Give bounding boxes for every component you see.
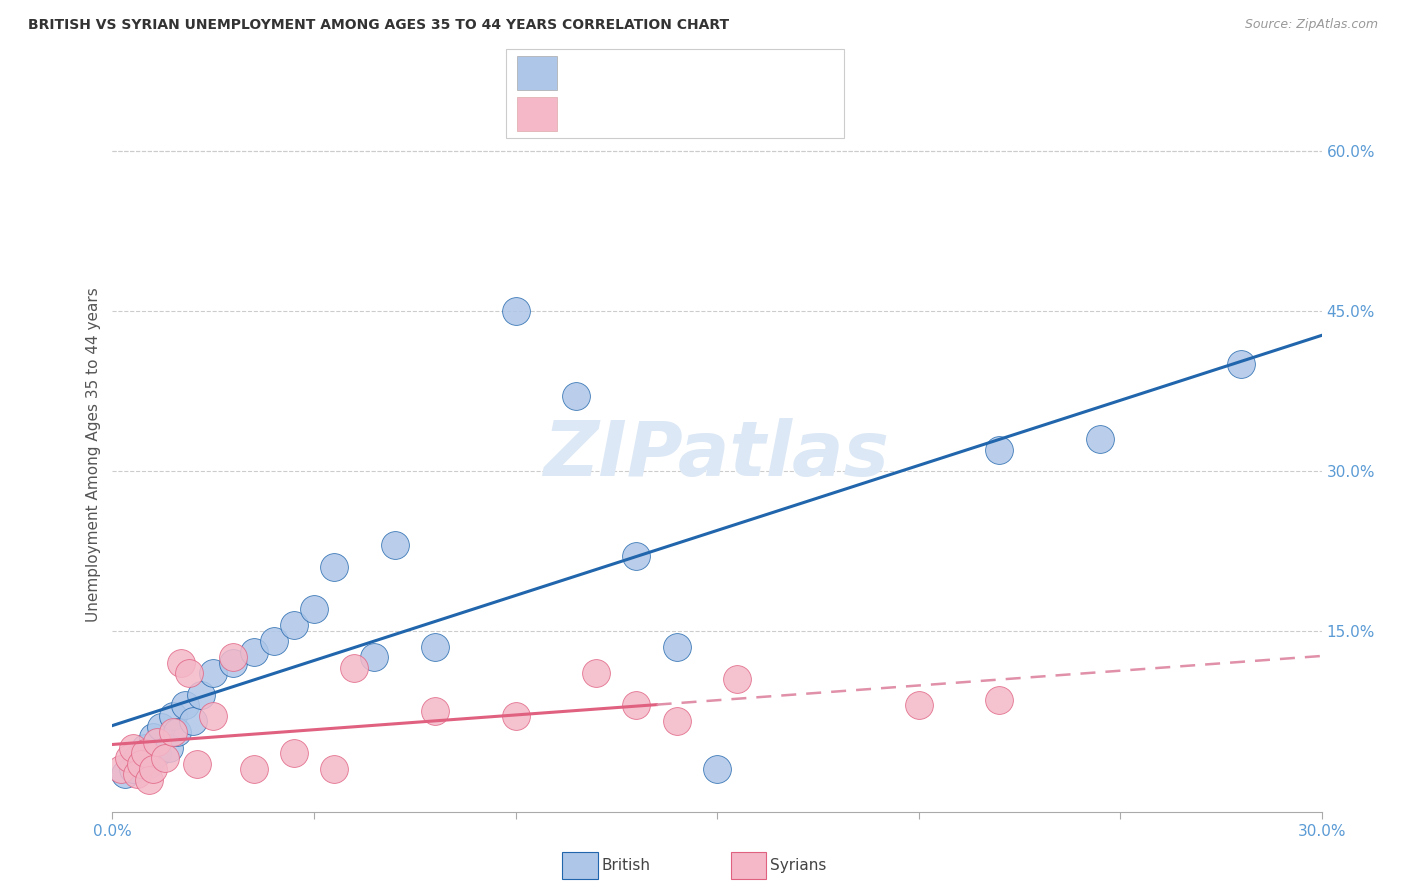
Point: [1230, 358, 1253, 372]
Point: [134, 746, 156, 760]
Text: Source: ZipAtlas.com: Source: ZipAtlas.com: [1244, 18, 1378, 31]
Point: [423, 704, 446, 718]
Text: Syrians: Syrians: [770, 858, 827, 872]
Point: [181, 714, 204, 729]
Point: [423, 640, 446, 654]
Point: [162, 709, 184, 723]
Point: [129, 756, 152, 771]
Point: [202, 709, 225, 723]
Point: [302, 602, 325, 616]
Text: R = 0.609   N = 32: R = 0.609 N = 32: [564, 66, 709, 80]
Point: [125, 751, 148, 765]
Point: [117, 751, 139, 765]
Point: [283, 618, 305, 632]
Point: [153, 751, 176, 765]
Point: [363, 650, 385, 665]
Point: [174, 698, 197, 713]
Point: [665, 640, 688, 654]
Point: [505, 709, 527, 723]
Point: [263, 634, 285, 648]
Text: British: British: [602, 858, 651, 872]
Point: [565, 389, 588, 403]
Point: [146, 746, 169, 760]
Point: [585, 666, 607, 681]
Point: [907, 698, 929, 713]
Point: [149, 719, 172, 733]
Point: [186, 756, 208, 771]
Point: [665, 714, 688, 729]
Point: [626, 549, 648, 563]
Point: [170, 656, 193, 670]
Point: [177, 666, 200, 681]
Point: [142, 730, 165, 744]
Point: [242, 762, 264, 776]
Point: [384, 538, 406, 552]
Point: [114, 767, 136, 781]
Point: [988, 693, 1011, 707]
Point: [146, 735, 169, 749]
Point: [706, 762, 728, 776]
Point: [138, 772, 160, 787]
Point: [1088, 432, 1111, 446]
Y-axis label: Unemployment Among Ages 35 to 44 years: Unemployment Among Ages 35 to 44 years: [86, 287, 101, 623]
Text: BRITISH VS SYRIAN UNEMPLOYMENT AMONG AGES 35 TO 44 YEARS CORRELATION CHART: BRITISH VS SYRIAN UNEMPLOYMENT AMONG AGE…: [28, 18, 730, 32]
Point: [283, 746, 305, 760]
Point: [202, 666, 225, 681]
Point: [142, 762, 165, 776]
Point: [125, 767, 148, 781]
Point: [242, 645, 264, 659]
Point: [138, 756, 160, 771]
Point: [121, 740, 143, 755]
Point: [626, 698, 648, 713]
Point: [323, 559, 346, 574]
Point: [121, 762, 143, 776]
Point: [222, 650, 245, 665]
Text: ZIPatlas: ZIPatlas: [544, 418, 890, 491]
Point: [343, 661, 366, 675]
Point: [988, 442, 1011, 457]
Point: [323, 762, 346, 776]
Point: [190, 688, 212, 702]
Point: [505, 304, 527, 318]
Text: R = 0.099   N = 28: R = 0.099 N = 28: [564, 107, 709, 121]
Point: [222, 656, 245, 670]
Point: [725, 672, 748, 686]
Point: [157, 740, 180, 755]
Point: [162, 724, 184, 739]
Point: [134, 740, 156, 755]
Point: [166, 724, 188, 739]
Point: [110, 762, 132, 776]
